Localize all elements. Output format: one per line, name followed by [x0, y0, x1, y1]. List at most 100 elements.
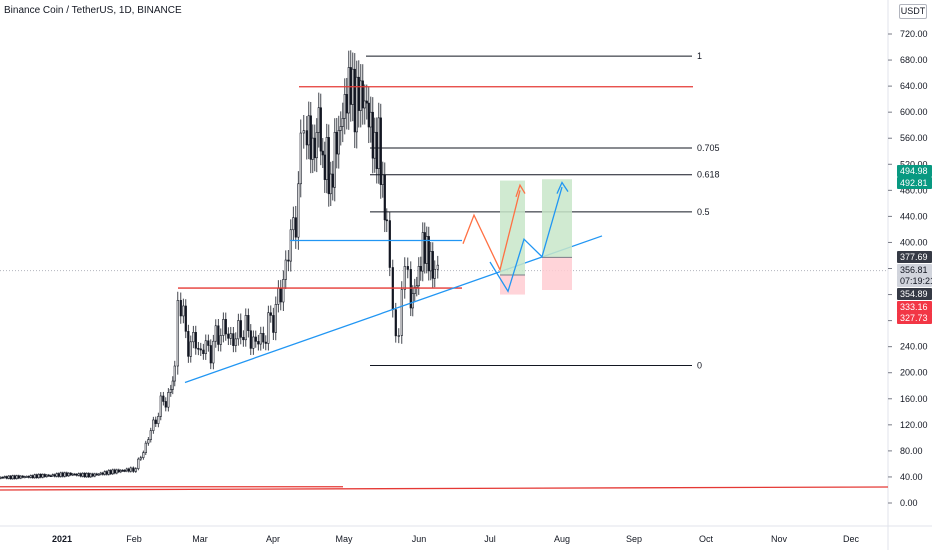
candle-body — [277, 287, 280, 305]
candle-body — [173, 365, 176, 382]
candle-body — [117, 469, 120, 473]
candle-body — [127, 468, 130, 472]
candle-body — [317, 107, 320, 133]
candle-body — [139, 457, 142, 460]
price-tag-label: 354.89 — [900, 289, 928, 299]
trend-line — [184, 235, 603, 384]
candle-body — [365, 100, 368, 104]
candle-body — [217, 325, 220, 345]
y-tick-label: 600.00 — [900, 107, 928, 117]
candle-body — [433, 268, 436, 279]
candle-body — [237, 320, 240, 340]
projection-path-orange — [462, 190, 521, 272]
candle-body — [227, 333, 230, 339]
price-tag-label: 07:19:21 — [900, 276, 932, 286]
fib-level-label: 0.618 — [697, 170, 720, 180]
candle-body — [21, 475, 24, 478]
candle-body — [197, 347, 200, 350]
x-tick-label: 2021 — [52, 534, 72, 544]
candle-body — [406, 266, 409, 270]
candle-body — [421, 232, 424, 272]
candle-body — [411, 293, 414, 309]
candle-body — [369, 111, 372, 128]
candle-body — [41, 474, 44, 478]
candle-body — [179, 300, 182, 317]
candle-body — [323, 154, 326, 180]
y-tick-label: 0.00 — [900, 498, 918, 508]
candle-body — [394, 309, 397, 337]
x-tick-label: Jul — [484, 534, 496, 544]
x-tick-label: Feb — [126, 534, 142, 544]
candle-body — [77, 473, 80, 476]
candle-body — [63, 472, 66, 477]
candle-body — [13, 475, 16, 479]
candle-body — [189, 341, 192, 357]
candle-body — [325, 137, 328, 180]
candle-body — [57, 473, 60, 477]
candle-body — [142, 452, 145, 458]
candle-body — [209, 345, 212, 364]
candle-body — [149, 430, 152, 440]
candle-body — [257, 341, 260, 345]
candle-body — [49, 475, 52, 478]
candle-body — [61, 472, 64, 477]
candle-body — [327, 137, 330, 195]
candle-body — [287, 259, 290, 262]
candle-body — [157, 416, 160, 424]
candle-body — [337, 130, 340, 155]
price-tag — [897, 275, 932, 287]
candle-body — [35, 474, 38, 478]
candle-body — [199, 348, 202, 351]
y-tick-label: 560.00 — [900, 133, 928, 143]
candle-body — [99, 472, 102, 475]
y-tick-label: 680.00 — [900, 55, 928, 65]
y-tick-label: 40.00 — [900, 472, 923, 482]
price-tag-label: 494.98 — [900, 166, 928, 176]
candle-body — [321, 150, 324, 156]
candle-body — [1, 476, 4, 479]
candle-body — [381, 174, 384, 185]
candle-body — [31, 475, 34, 479]
candle-body — [319, 107, 322, 152]
x-tick-label: Mar — [192, 534, 208, 544]
candle-body — [244, 315, 247, 341]
candle-body — [53, 474, 56, 477]
y-tick-label: 400.00 — [900, 237, 928, 247]
candle-body — [259, 332, 262, 345]
candle-body — [375, 131, 378, 169]
candle-body — [0, 476, 2, 479]
fib-level-label: 0.5 — [697, 207, 710, 217]
candle-body — [95, 473, 98, 476]
x-tick-label: Nov — [771, 534, 788, 544]
candle-body — [264, 341, 267, 344]
price-tag — [897, 165, 932, 177]
candle-body — [19, 475, 22, 479]
candle-body — [436, 264, 439, 270]
candle-body — [419, 266, 422, 272]
candle-body — [313, 137, 316, 159]
candle-body — [379, 117, 382, 185]
y-tick-label: 720.00 — [900, 29, 928, 39]
price-tag — [897, 312, 932, 324]
candle-body — [187, 331, 190, 357]
candle-body — [371, 111, 374, 159]
chart-title: Binance Coin / TetherUS, 1D, BINANCE — [4, 5, 182, 16]
candle-body — [377, 117, 380, 169]
y-tick-label: 640.00 — [900, 81, 928, 91]
candle-body — [400, 289, 403, 336]
y-tick-label: 480.00 — [900, 185, 928, 195]
candle-body — [234, 338, 237, 346]
candle-body — [403, 266, 406, 290]
candle-body — [309, 115, 312, 160]
candle-body — [55, 473, 58, 477]
candle-body — [37, 474, 40, 478]
currency-button[interactable]: USDT — [899, 4, 927, 19]
x-tick-label: Jun — [412, 534, 427, 544]
candle-body — [262, 332, 265, 343]
candle-body — [429, 251, 432, 272]
y-tick-label: 240.00 — [900, 342, 928, 352]
candle-body — [353, 68, 356, 133]
candle-body — [294, 217, 297, 238]
candle-body — [101, 472, 104, 475]
